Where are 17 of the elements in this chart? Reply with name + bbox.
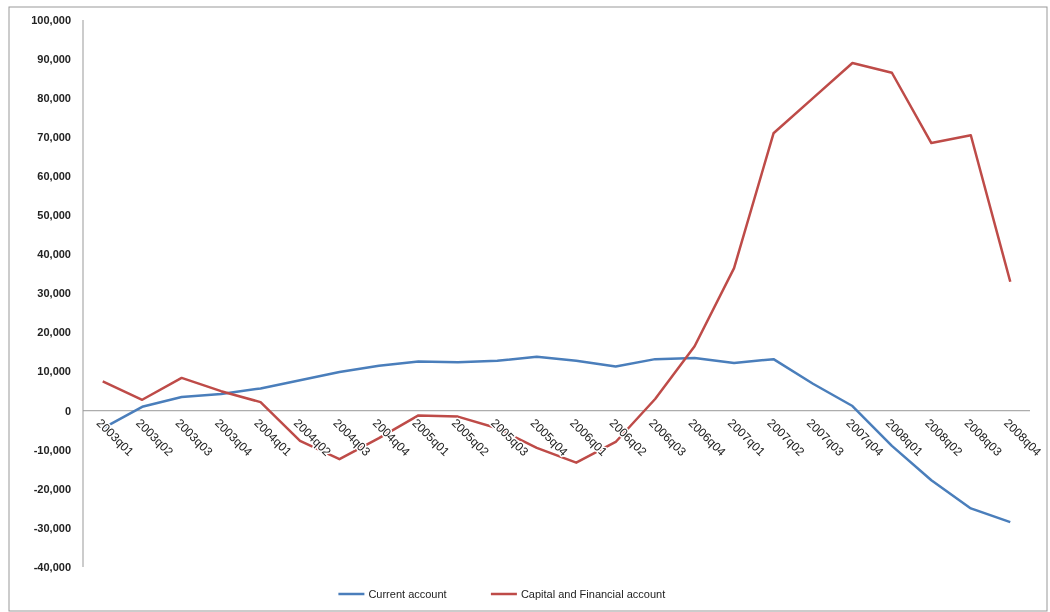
legend-label: Capital and Financial account <box>520 587 666 600</box>
y-tick-label: 10,000 <box>37 365 71 378</box>
y-tick-label: -40,000 <box>33 560 71 573</box>
y-tick-label: 70,000 <box>37 131 71 144</box>
y-tick-label: 0 <box>64 404 71 417</box>
y-tick-label: 90,000 <box>37 52 71 65</box>
y-tick-label: 50,000 <box>37 209 71 222</box>
legend-label: Current account <box>368 587 447 600</box>
y-tick-label: 20,000 <box>37 326 71 339</box>
y-tick-label: 60,000 <box>37 170 71 183</box>
y-tick-label: -10,000 <box>33 443 71 456</box>
y-tick-label: -20,000 <box>33 482 71 495</box>
y-tick-label: 30,000 <box>37 287 71 300</box>
y-tick-label: 100,000 <box>31 13 71 26</box>
y-tick-label: -30,000 <box>33 521 71 534</box>
y-tick-label: 80,000 <box>37 91 71 104</box>
y-tick-label: 40,000 <box>37 248 71 261</box>
